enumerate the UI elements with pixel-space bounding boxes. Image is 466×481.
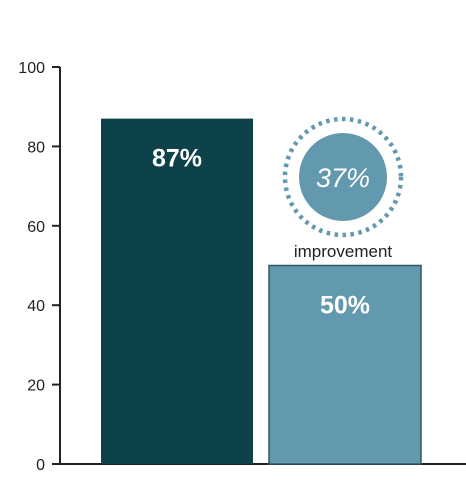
improvement-badge: 37% improvement — [282, 116, 404, 261]
y-tick-label: 40 — [27, 298, 45, 315]
badge-value: 37% — [316, 163, 370, 193]
y-tick-label: 100 — [18, 60, 45, 77]
y-tick-label: 80 — [27, 139, 45, 156]
badge-circle — [299, 133, 387, 221]
bar — [101, 118, 253, 465]
bar — [268, 264, 422, 465]
bar-data-label: 87% — [152, 145, 202, 173]
badge-dotted-ring — [282, 116, 404, 238]
y-tick-label: 60 — [27, 219, 45, 236]
y-tick-label: 0 — [36, 457, 45, 474]
bar-data-label: 50% — [320, 292, 370, 320]
y-tick-label: 20 — [27, 378, 45, 395]
badge-caption: improvement — [294, 242, 393, 261]
